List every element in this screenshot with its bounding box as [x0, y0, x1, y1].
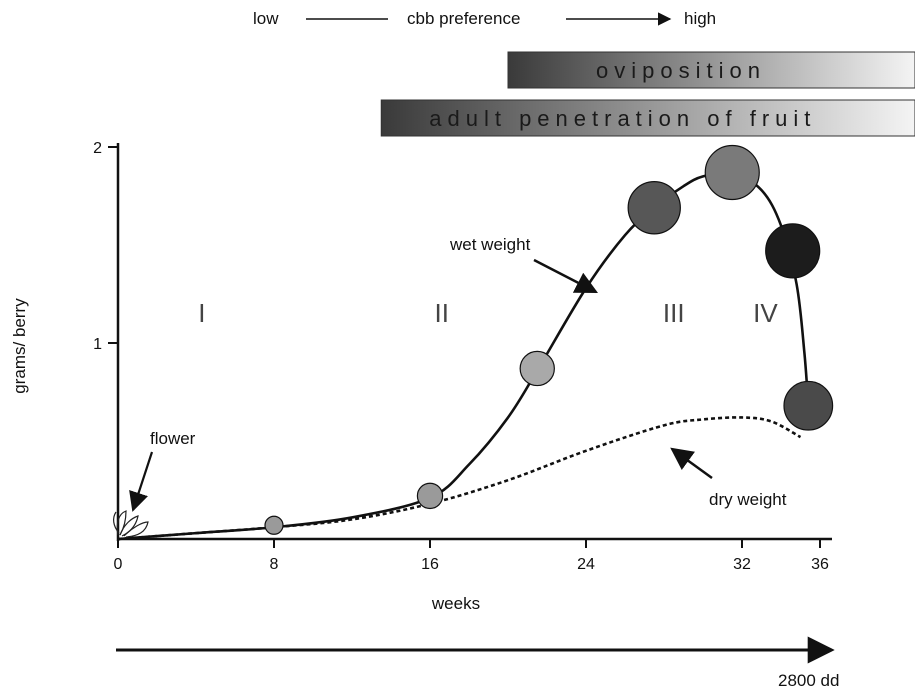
berry-point-0 [264, 515, 284, 535]
growth-stages: I II III IV [198, 298, 778, 328]
y-tick-label-2: 2 [93, 140, 102, 157]
berry-point-4 [704, 144, 760, 201]
berry-point-3 [627, 181, 681, 235]
dry-weight-arrow [670, 447, 713, 480]
axis-ticks: 0 8 16 24 32 36 1 2 [93, 140, 829, 573]
preference-high-label: high [684, 9, 716, 28]
flower-annotation: flower [150, 429, 196, 448]
x-tick-label-16: 16 [421, 556, 439, 573]
band-label-1: adult penetration of fruit [429, 106, 816, 131]
wet-weight-annotation: wet weight [449, 235, 531, 254]
x-tick-label-24: 24 [577, 556, 595, 573]
band-label-0: oviposition [596, 58, 766, 83]
stage-I: I [198, 298, 205, 328]
stage-III: III [663, 298, 685, 328]
berry-points [264, 144, 834, 535]
series-line-0 [117, 170, 810, 541]
timeline-label: 2800 dd [778, 671, 839, 690]
band-0 [507, 51, 915, 89]
series-lines [117, 170, 810, 541]
preference-label: cbb preference [407, 9, 520, 28]
dry-weight-annotation: dry weight [709, 490, 787, 509]
x-tick-label-0: 0 [114, 556, 123, 573]
activity-bands: oviposition adult penetration of fruit [380, 51, 915, 137]
stage-IV: IV [753, 298, 778, 328]
berry-point-2 [519, 350, 555, 387]
y-tick-label-1: 1 [93, 336, 102, 353]
x-tick-label-36: 36 [811, 556, 829, 573]
stage-II: II [434, 298, 448, 328]
y-axis-label: grams/ berry [10, 298, 29, 394]
berry-point-5 [765, 223, 821, 279]
band-1 [380, 99, 915, 137]
preference-low-label: low [253, 9, 279, 28]
berry-point-6 [783, 380, 834, 431]
flower-icon [113, 510, 149, 538]
flower-arrow [129, 451, 154, 512]
berry-point-1 [416, 482, 444, 510]
series-line-1 [117, 416, 802, 541]
x-axis-label: weeks [431, 594, 480, 613]
x-tick-label-8: 8 [270, 556, 279, 573]
x-tick-label-32: 32 [733, 556, 751, 573]
wet-weight-arrow [533, 258, 598, 294]
